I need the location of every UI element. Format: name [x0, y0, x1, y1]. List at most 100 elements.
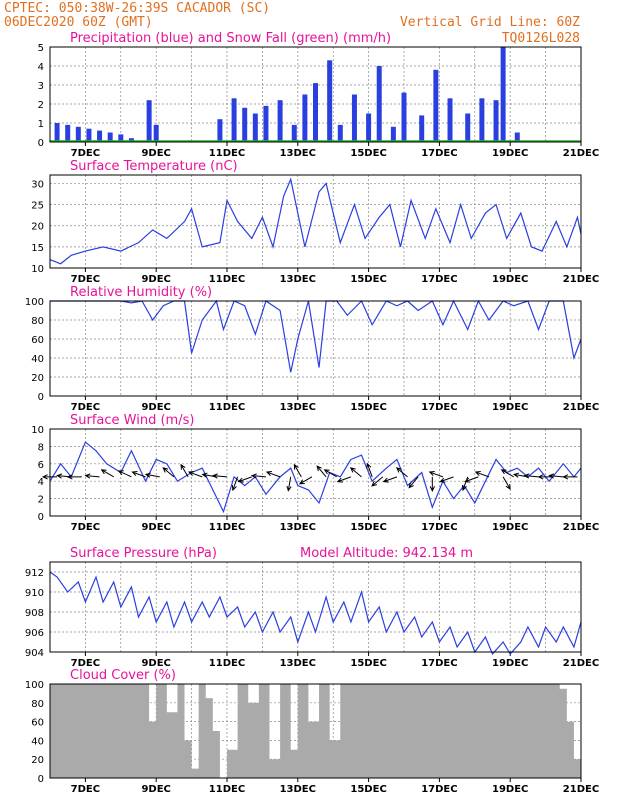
temp-xtick: 7DEC	[71, 274, 100, 285]
precip-bar	[366, 113, 372, 142]
wind-vector	[439, 476, 454, 483]
date-header: 06DEC2020 60Z (GMT)	[4, 15, 153, 30]
rh-ytick: 20	[31, 373, 44, 384]
wind-vector	[66, 474, 82, 480]
precip-bar	[252, 113, 258, 142]
temp-ytick: 25	[31, 201, 44, 212]
cloud-xtick: 17DEC	[421, 784, 457, 795]
precip-bar	[465, 113, 471, 142]
wind-panel: Surface Wind (m/s) 0 2 4 6 8 10 7DEC 9DEC 11DEC 13…	[31, 413, 599, 533]
temp-xtick: 21DEC	[563, 274, 599, 285]
precip-bar	[107, 132, 113, 142]
wind-xtick: 19DEC	[492, 522, 528, 533]
temp-xtick: 17DEC	[421, 274, 457, 285]
rh-xtick: 17DEC	[421, 402, 457, 413]
precip-ytick: 2	[38, 100, 44, 111]
pressure-xtick: 11DEC	[209, 658, 245, 669]
cloud-ytick: 100	[25, 680, 44, 691]
rh-xtick: 9DEC	[141, 402, 170, 413]
wind-vector	[250, 473, 266, 479]
rh-ytick: 100	[25, 297, 44, 308]
precip-ytick: 1	[38, 119, 44, 130]
precip-bar	[401, 92, 407, 142]
precip-bar	[514, 132, 520, 142]
wind-vector	[428, 471, 444, 478]
wind-vector	[474, 471, 490, 478]
wind-vector	[461, 476, 469, 492]
wind-title: Surface Wind (m/s)	[70, 413, 194, 428]
rh-xtick: 7DEC	[71, 402, 100, 413]
temp-xtick: 11DEC	[209, 274, 245, 285]
rh-title: Relative Humidity (%)	[70, 285, 212, 300]
cloud-title: Cloud Cover (%)	[70, 668, 176, 683]
precip-frame	[49, 46, 582, 143]
precip-bar	[128, 138, 134, 142]
wind-vector	[429, 476, 435, 492]
cloud-xtick: 9DEC	[141, 784, 170, 795]
pressure-xtick: 15DEC	[350, 658, 386, 669]
wind-vector	[131, 471, 146, 478]
cloud-ytick: 80	[31, 699, 44, 710]
cloud-xtick: 15DEC	[350, 784, 386, 795]
cloud-xtick: 21DEC	[563, 784, 599, 795]
pressure-xtick: 13DEC	[280, 658, 316, 669]
wind-vector	[237, 476, 252, 483]
wind-vector	[180, 463, 189, 478]
pressure-xtick: 17DEC	[421, 658, 457, 669]
pressure-frame	[49, 561, 582, 653]
wind-vector	[395, 467, 408, 478]
wind-vector	[349, 467, 362, 478]
precip-bar	[118, 134, 124, 142]
wind-ytick: 6	[38, 460, 44, 471]
wind-ytick: 8	[38, 442, 44, 453]
wind-vector	[382, 476, 398, 483]
rh-xtick: 13DEC	[280, 402, 316, 413]
wind-vector	[464, 476, 479, 483]
precip-bar	[86, 128, 92, 142]
precip-xtick: 15DEC	[350, 148, 386, 159]
wind-ytick: 10	[31, 425, 44, 436]
precip-xtick: 21DEC	[563, 148, 599, 159]
wind-vector	[286, 476, 292, 492]
temp-series-line	[49, 177, 582, 265]
precip-title: Precipitation (blue) and Snow Fall (gree…	[70, 31, 391, 46]
model-code: TQ0126L028	[502, 31, 580, 46]
cloud-cover-bars	[50, 684, 581, 778]
rh-ytick: 80	[31, 316, 44, 327]
wind-vector	[537, 474, 553, 480]
precip-bar	[302, 94, 308, 142]
wind-xtick: 7DEC	[71, 522, 100, 533]
precip-bar	[75, 126, 81, 142]
wind-vector	[548, 473, 564, 479]
precip-bar	[153, 124, 159, 142]
pressure-ytick: 906	[25, 628, 44, 639]
wind-vector	[117, 470, 132, 478]
wind-vector	[211, 473, 228, 479]
wind-vector	[231, 476, 239, 492]
cloud-xtick: 13DEC	[280, 784, 316, 795]
pressure-xtick: 21DEC	[563, 658, 599, 669]
rh-ytick: 60	[31, 335, 44, 346]
temp-xtick: 9DEC	[141, 274, 170, 285]
precip-bar	[65, 124, 71, 142]
cloud-ytick: 40	[31, 736, 44, 747]
precip-bar	[447, 98, 453, 142]
wind-xtick: 21DEC	[563, 522, 599, 533]
precip-xtick: 7DEC	[71, 148, 100, 159]
temp-ytick: 30	[31, 179, 44, 190]
cloud-ytick: 20	[31, 755, 44, 766]
wind-series-line	[49, 441, 582, 514]
wind-vector	[316, 465, 327, 478]
wind-vector	[408, 476, 419, 489]
wind-vector	[293, 463, 302, 478]
precip-ytick: 5	[38, 43, 44, 54]
rh-xtick: 11DEC	[209, 402, 245, 413]
wind-vector	[562, 474, 578, 480]
precip-bar	[291, 124, 297, 142]
precip-xtick: 11DEC	[209, 148, 245, 159]
temp-xtick: 15DEC	[350, 274, 386, 285]
temp-ytick: 15	[31, 243, 44, 254]
wind-ytick: 2	[38, 495, 44, 506]
wind-vector	[298, 476, 313, 485]
wind-xtick: 13DEC	[280, 522, 316, 533]
